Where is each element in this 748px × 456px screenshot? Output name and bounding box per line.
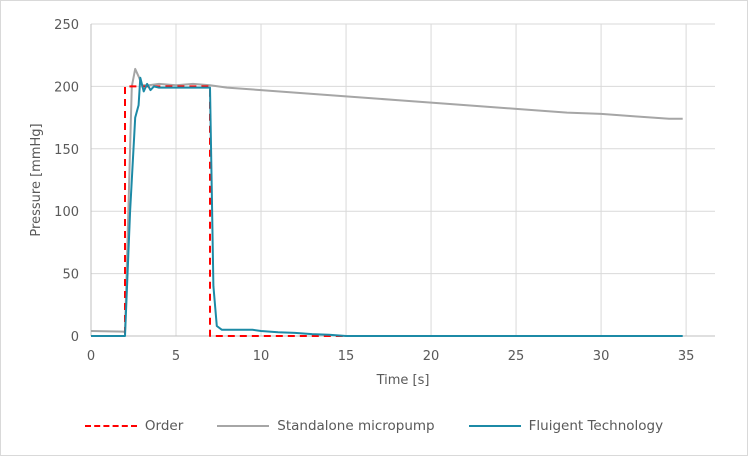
- legend-item-fluigent-technology: Fluigent Technology: [468, 418, 664, 434]
- y-tick-label: 50: [62, 268, 79, 283]
- x-tick-label: 30: [593, 349, 610, 364]
- x-tick-label: 5: [172, 349, 180, 364]
- legend-label: Fluigent Technology: [528, 418, 664, 434]
- x-axis-ticks: 0 5 10 15 20 25 30 35: [87, 349, 695, 364]
- series-line-fluigent-technology: [91, 76, 683, 337]
- legend-item-standalone-micropump: Standalone micropump: [217, 418, 435, 434]
- legend-label: Order: [144, 418, 184, 434]
- y-tick-label: 150: [54, 143, 79, 158]
- y-tick-label: 200: [54, 80, 79, 95]
- legend: Order Standalone micropump Fluigent Tech…: [0, 413, 748, 439]
- y-tick-label: 0: [71, 330, 79, 345]
- x-tick-label: 25: [508, 349, 525, 364]
- y-tick-label: 100: [54, 205, 79, 220]
- legend-item-order: Order: [84, 418, 184, 434]
- gridlines: [90, 23, 715, 337]
- x-tick-label: 20: [423, 349, 440, 364]
- x-tick-label: 0: [87, 349, 95, 364]
- solid-line-swatch-icon: [468, 425, 521, 427]
- solid-line-swatch-icon: [217, 425, 270, 427]
- dashed-line-swatch-icon: [84, 425, 137, 427]
- y-axis-title: Pressure [mmHg]: [29, 123, 44, 236]
- data-series: [90, 67, 683, 337]
- y-tick-label: 250: [54, 18, 79, 33]
- y-axis-ticks: 0 50 100 150 200 250: [54, 18, 79, 345]
- x-tick-label: 15: [338, 349, 355, 364]
- series-line-standalone-micropump: [90, 67, 683, 334]
- x-tick-label: 10: [253, 349, 270, 364]
- x-tick-label: 35: [678, 349, 695, 364]
- x-axis-title: Time [s]: [376, 373, 430, 388]
- legend-label: Standalone micropump: [277, 418, 435, 434]
